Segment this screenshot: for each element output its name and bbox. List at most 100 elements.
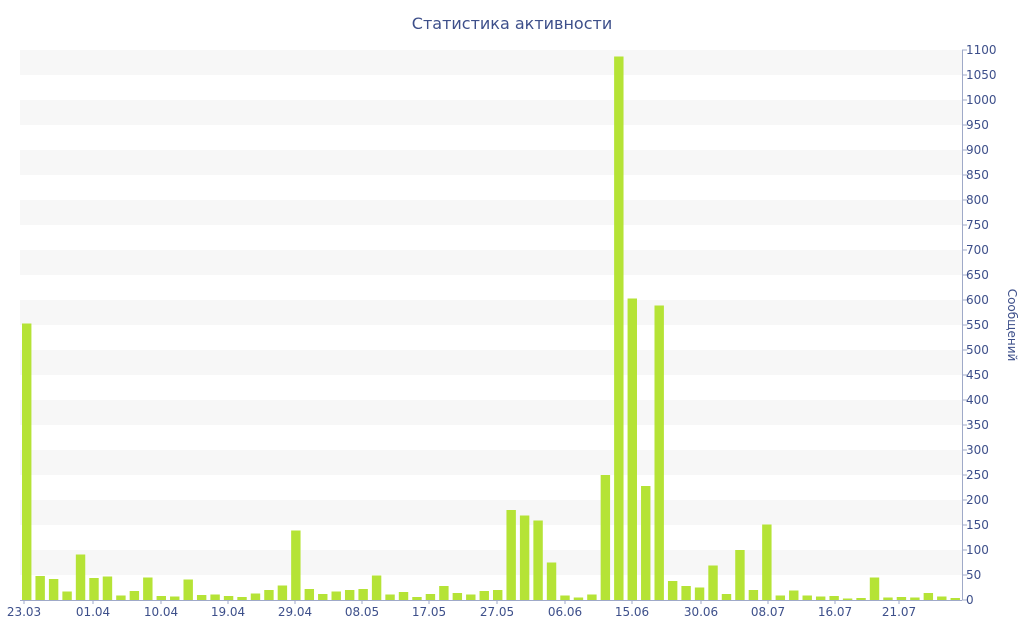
- bar: [425, 594, 436, 600]
- bars: [22, 56, 960, 600]
- x-tick-label: 29.04: [278, 605, 312, 619]
- bar: [614, 56, 624, 600]
- bar: [573, 597, 584, 600]
- chart-title: Статистика активности: [411, 14, 613, 33]
- grid-band: [20, 350, 962, 375]
- bar: [681, 586, 691, 600]
- bar: [654, 305, 664, 600]
- bar: [802, 595, 812, 600]
- bar: [856, 598, 866, 600]
- y-tick-label: 850: [966, 168, 989, 182]
- x-tick-label: 21.07: [882, 605, 916, 619]
- bar: [506, 510, 516, 600]
- bar: [75, 554, 86, 600]
- bar: [237, 597, 247, 600]
- grid-band: [20, 100, 962, 125]
- y-axis-ticks: 0 50 100 150 200 250 300 350 400 450 500 550 600 650 7…: [962, 43, 997, 607]
- bar: [519, 515, 530, 600]
- x-tick-label: 17.05: [412, 605, 446, 619]
- bar: [842, 598, 853, 600]
- bar: [708, 565, 718, 600]
- bar: [829, 596, 839, 600]
- y-tick-label: 1100: [966, 43, 997, 57]
- bar: [156, 596, 166, 600]
- grid-band: [20, 300, 962, 325]
- x-tick-label: 19.04: [211, 605, 245, 619]
- bar: [546, 562, 557, 600]
- x-tick-label: 01.04: [76, 605, 110, 619]
- y-tick-label: 750: [966, 218, 989, 232]
- bar: [883, 597, 893, 600]
- bar: [89, 578, 99, 600]
- bar: [937, 596, 947, 600]
- x-tick-label: 10.04: [144, 605, 178, 619]
- bar: [170, 596, 180, 600]
- grid-band: [20, 50, 962, 75]
- bar: [439, 586, 449, 600]
- bar: [748, 590, 759, 600]
- bar: [35, 576, 45, 600]
- bar: [452, 593, 463, 600]
- y-tick-label: 550: [966, 318, 989, 332]
- bar: [223, 596, 234, 600]
- y-tick-label: 400: [966, 393, 989, 407]
- bar: [22, 323, 32, 600]
- bar: [344, 590, 355, 600]
- bar: [560, 595, 570, 600]
- bar: [775, 595, 786, 600]
- bar: [116, 595, 126, 600]
- bar: [62, 591, 72, 600]
- y-tick-label: 450: [966, 368, 989, 382]
- x-tick-label: 08.07: [751, 605, 785, 619]
- bar: [129, 591, 140, 600]
- y-tick-label: 50: [966, 568, 981, 582]
- x-axis-ticks: 23.03 01.04 10.04 19.04 29.04 08.05 17.05 27.05…: [7, 600, 916, 619]
- bar: [102, 576, 113, 600]
- bar: [641, 486, 651, 600]
- bar: [291, 530, 301, 600]
- bar: [264, 590, 274, 600]
- y-tick-label: 0: [966, 593, 974, 607]
- x-tick-label: 30.06: [684, 605, 718, 619]
- bar: [412, 597, 422, 600]
- y-tick-label: 800: [966, 193, 989, 207]
- x-tick-label: 15.06: [615, 605, 649, 619]
- bar: [183, 579, 193, 600]
- bar: [358, 589, 368, 600]
- bar: [318, 594, 328, 600]
- grid-bands: [20, 50, 962, 575]
- y-tick-label: 650: [966, 268, 989, 282]
- bar: [694, 587, 705, 600]
- y-tick-label: 250: [966, 468, 989, 482]
- bar: [304, 589, 315, 600]
- bar: [789, 590, 799, 600]
- y-axis-title: Сообщений: [1005, 289, 1019, 362]
- grid-band: [20, 200, 962, 225]
- bar: [950, 598, 960, 600]
- grid-band: [20, 500, 962, 525]
- y-tick-label: 950: [966, 118, 989, 132]
- bar: [210, 594, 220, 600]
- bar: [371, 575, 382, 600]
- bar: [762, 524, 772, 600]
- bar: [398, 592, 409, 600]
- bar: [667, 581, 678, 600]
- bar: [250, 593, 261, 600]
- y-tick-label: 900: [966, 143, 989, 157]
- bar: [587, 594, 597, 600]
- bar: [331, 591, 341, 600]
- bar: [910, 597, 920, 600]
- bar: [277, 585, 288, 600]
- bar: [600, 475, 611, 600]
- grid-band: [20, 250, 962, 275]
- x-tick-label: 06.06: [548, 605, 582, 619]
- x-tick-label: 16.07: [818, 605, 852, 619]
- y-tick-label: 100: [966, 543, 989, 557]
- bar: [627, 298, 637, 600]
- bar: [466, 594, 476, 600]
- y-tick-label: 1050: [966, 68, 997, 82]
- bar: [735, 550, 745, 600]
- bar: [815, 596, 826, 600]
- y-tick-label: 150: [966, 518, 989, 532]
